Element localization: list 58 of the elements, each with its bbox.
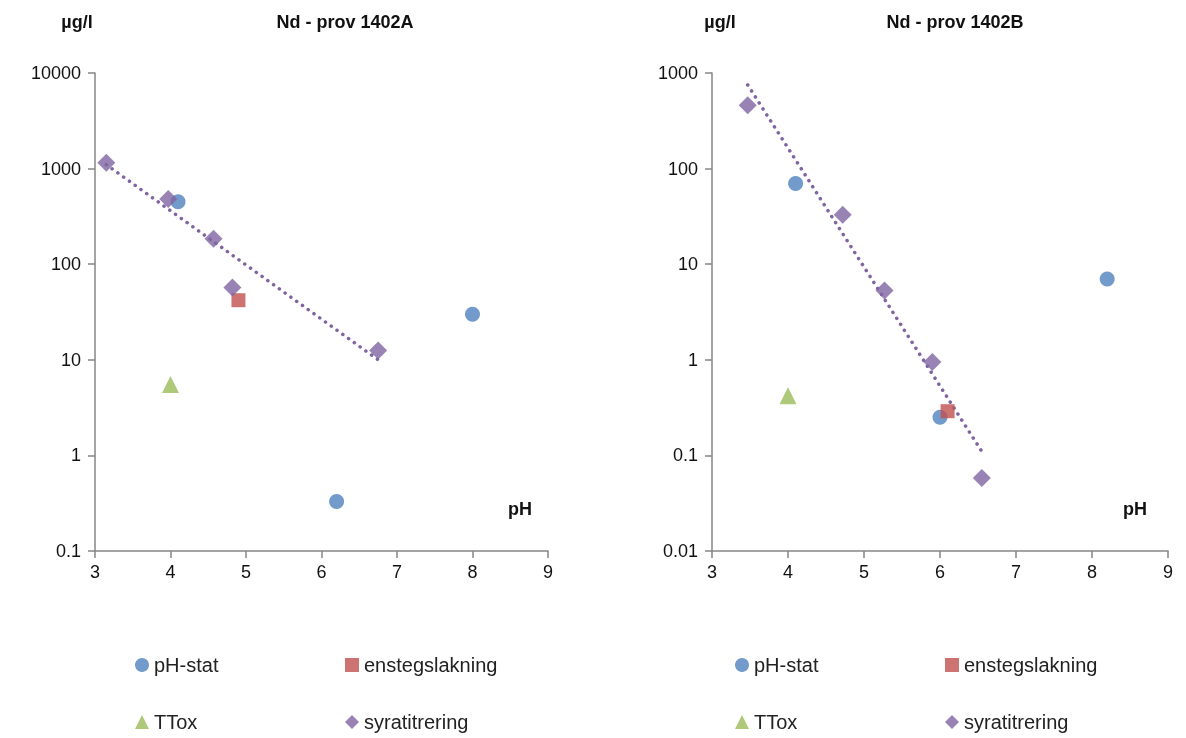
point (1099, 271, 1115, 287)
y-tick-label: 100 (50, 254, 81, 275)
legend-label: enstegslakning (964, 654, 1098, 676)
point (833, 205, 852, 224)
x-axis-title: pH (508, 499, 532, 519)
x-tick-label: 5 (858, 562, 870, 582)
x-tick-label: 9 (542, 562, 554, 582)
point (940, 404, 955, 419)
point (204, 229, 223, 248)
x-tick-label: 5 (240, 562, 252, 582)
point (972, 469, 991, 488)
y-tick-label: 10 (60, 349, 81, 370)
x-tick-label: 3 (89, 562, 101, 582)
x-axis-title: pH (1123, 499, 1147, 519)
x-tick-label: 6 (316, 562, 327, 582)
legend-label: TTox (754, 711, 798, 733)
point (738, 96, 757, 115)
point (779, 387, 797, 405)
x-tick-label: 7 (391, 562, 403, 582)
point (923, 352, 942, 371)
y-tick-label: 10000 (30, 63, 81, 83)
y-tick-label: 100 (667, 158, 698, 179)
x-tick-label: 3 (706, 562, 718, 582)
point (159, 190, 178, 209)
legend-label: syratitrering (964, 711, 1069, 733)
x-tick-label: 9 (1162, 562, 1174, 582)
y-tick-label: 1000 (40, 158, 81, 179)
x-tick-label: 8 (467, 562, 478, 582)
x-tick-label: 6 (934, 562, 946, 582)
point (329, 493, 345, 509)
y-tick-label: 0.1 (55, 541, 81, 561)
x-tick-label: 7 (1010, 562, 1022, 582)
chart-title: Nd - prov 1402A (276, 12, 414, 32)
legend-label: pH-stat (154, 654, 219, 676)
legend-label: syratitrering (364, 711, 469, 733)
point (97, 153, 116, 172)
y-tick-label: 1 (70, 445, 81, 466)
point (231, 293, 246, 308)
y-tick-label: 0.01 (662, 541, 698, 561)
point (369, 341, 388, 360)
y-tick-label: 1 (687, 349, 698, 370)
x-tick-label: 4 (165, 562, 176, 582)
y-tick-label: 0.1 (672, 445, 698, 466)
chart-title: Nd - prov 1402B (886, 12, 1024, 32)
point (788, 175, 804, 191)
point (875, 281, 894, 300)
legend-label: enstegslakning (364, 654, 498, 676)
x-tick-label: 8 (1086, 562, 1098, 582)
y-axis-title: µg/l (704, 12, 736, 32)
legend-label: TTox (154, 711, 198, 733)
point (223, 278, 242, 297)
point (162, 376, 179, 394)
point (465, 306, 480, 322)
legend-label: pH-stat (754, 654, 819, 676)
x-tick-label: 4 (782, 562, 794, 582)
y-tick-label: 1000 (657, 63, 698, 83)
y-tick-label: 10 (677, 254, 698, 275)
y-axis-title: µg/l (61, 12, 93, 32)
